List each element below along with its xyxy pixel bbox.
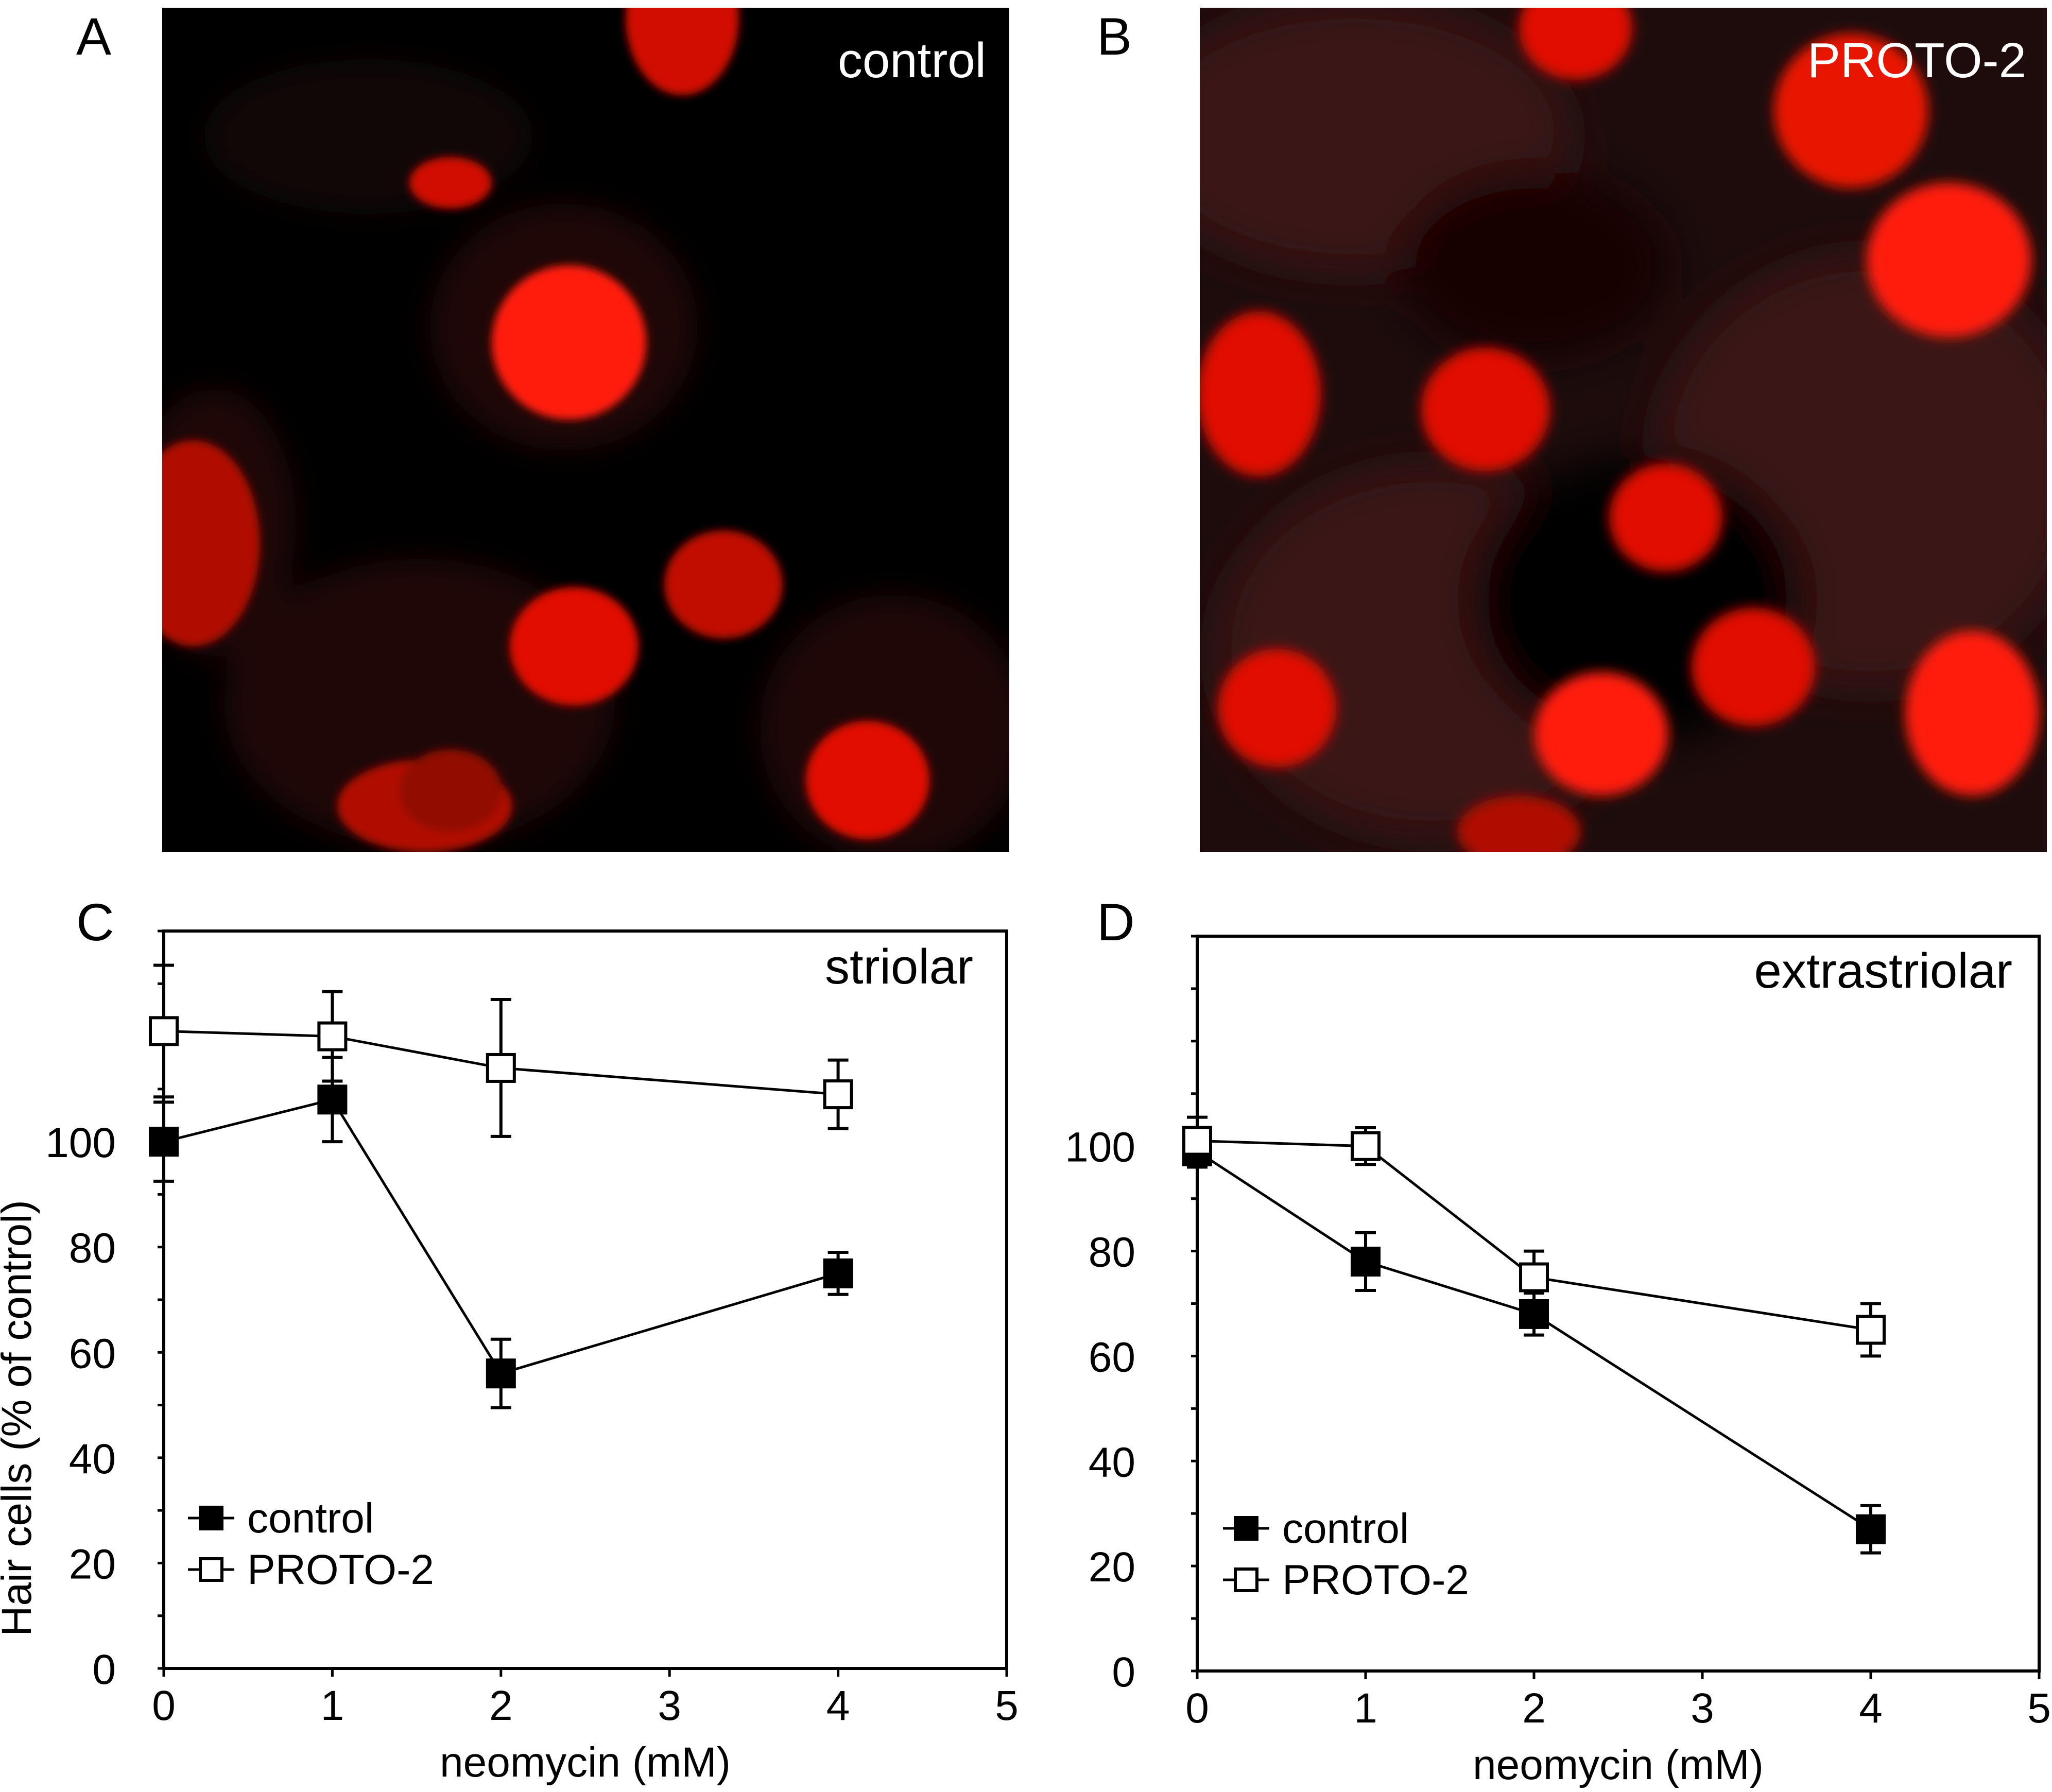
x-tick-label: 5 xyxy=(2027,1685,2051,1732)
x-tick-label: 2 xyxy=(489,1682,513,1729)
panel-letter-c: C xyxy=(76,893,114,952)
panel-letter-a: A xyxy=(76,7,112,66)
x-tick-label: 5 xyxy=(995,1682,1019,1729)
x-tick-label: 4 xyxy=(826,1682,850,1729)
x-tick-label: 0 xyxy=(1185,1685,1209,1732)
data-point-control xyxy=(149,1127,179,1157)
series-line-proto-2 xyxy=(1197,1140,1871,1331)
chart-title: extrastriolar xyxy=(1754,943,2012,998)
y-tick-label: 0 xyxy=(92,1646,116,1693)
micrograph-control: control xyxy=(162,8,1009,852)
y-tick-label: 80 xyxy=(69,1225,116,1272)
micrograph-control-image xyxy=(162,8,1009,852)
y-tick-label: 40 xyxy=(1089,1439,1135,1486)
data-point-proto-2 xyxy=(1856,1315,1886,1345)
x-axis-label: neomycin (mM) xyxy=(1473,1742,1764,1788)
legend-marker xyxy=(199,1506,223,1530)
data-point-proto-2 xyxy=(486,1053,516,1083)
x-tick-label: 3 xyxy=(658,1682,681,1729)
data-point-proto-2 xyxy=(1519,1262,1549,1293)
legend-label: control xyxy=(247,1495,374,1542)
panel-letter-b: B xyxy=(1097,7,1132,66)
y-tick-label: 40 xyxy=(69,1436,116,1483)
y-tick-label: 0 xyxy=(1112,1649,1135,1696)
data-point-proto-2 xyxy=(149,1016,179,1046)
series-line-control xyxy=(1196,1150,1872,1530)
x-tick-label: 1 xyxy=(321,1682,344,1729)
legend-label: PROTO-2 xyxy=(1282,1557,1469,1604)
micrograph-proto2: PROTO-2 xyxy=(1200,8,2047,852)
y-tick-label: 20 xyxy=(69,1541,116,1588)
data-point-control xyxy=(1519,1299,1549,1329)
micrograph-proto2-image xyxy=(1200,8,2047,852)
x-axis-label: neomycin (mM) xyxy=(440,1739,731,1786)
y-tick-label: 80 xyxy=(1089,1229,1135,1276)
micrograph-label-proto2: PROTO-2 xyxy=(1807,33,2026,88)
x-tick-label: 2 xyxy=(1522,1685,1546,1732)
legend-marker xyxy=(199,1557,223,1582)
legend-label: control xyxy=(1282,1505,1409,1552)
series-line-proto-2 xyxy=(163,1029,838,1096)
x-tick-label: 1 xyxy=(1354,1685,1377,1732)
data-point-proto-2 xyxy=(1182,1126,1212,1156)
chart-title: striolar xyxy=(825,939,973,994)
chart-striolar: 0 20 40 60 80 100 0 1 2 3 4 5 neomycin (mM) Hair cell… xyxy=(0,929,1019,1786)
y-tick-label: 20 xyxy=(1089,1544,1135,1591)
micrograph-label-control: control xyxy=(837,33,986,88)
panel-letter-d: D xyxy=(1097,893,1135,952)
data-point-control xyxy=(1351,1246,1381,1277)
x-tick-label: 0 xyxy=(152,1682,176,1729)
y-axis-label: Hair cells (% of control) xyxy=(0,1200,40,1636)
data-point-control xyxy=(317,1084,348,1115)
data-point-control xyxy=(486,1358,516,1389)
legend-marker xyxy=(1234,1516,1258,1541)
y-tick-label: 100 xyxy=(45,1119,116,1166)
y-tick-label: 60 xyxy=(69,1330,116,1377)
chart-extrastriolar: 0 20 40 60 80 100 0 1 2 3 4 5 neomycin (mM) extrastri… xyxy=(1065,935,2051,1788)
data-point-control xyxy=(823,1258,853,1288)
y-tick-label: 100 xyxy=(1065,1124,1135,1171)
data-point-control xyxy=(1856,1514,1886,1544)
data-point-proto-2 xyxy=(823,1079,853,1110)
y-tick-label: 60 xyxy=(1089,1334,1135,1381)
series-line-control xyxy=(163,1098,839,1375)
legend-label: PROTO-2 xyxy=(247,1546,434,1593)
data-point-proto-2 xyxy=(1351,1131,1381,1161)
data-point-proto-2 xyxy=(317,1021,348,1052)
legend-marker xyxy=(1234,1567,1258,1592)
x-tick-label: 3 xyxy=(1691,1685,1714,1732)
x-tick-label: 4 xyxy=(1859,1685,1883,1732)
